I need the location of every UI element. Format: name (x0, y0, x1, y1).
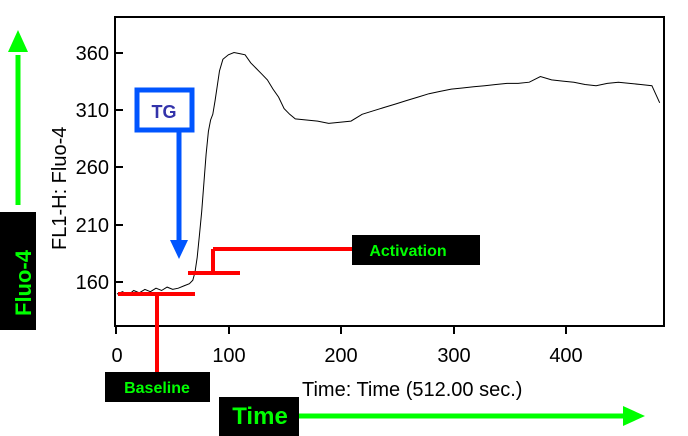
baseline-marker (118, 292, 195, 375)
y-tick-label: 310 (76, 100, 109, 122)
time-label: Time (232, 403, 288, 430)
activation-label: Activation (369, 243, 446, 260)
series-layer (116, 51, 661, 296)
x-tick-label: 300 (437, 345, 470, 367)
fluo4-label-box (0, 212, 36, 330)
activation-label-box (352, 235, 480, 265)
tg-arrow (170, 130, 188, 259)
fluo4-arrow (8, 30, 28, 205)
fluo4-arrow-head (8, 30, 28, 52)
fluo4-label: Fluo-4 (11, 249, 36, 316)
x-tick-label: 400 (549, 345, 582, 367)
x-tick-label: 200 (324, 345, 357, 367)
baseline-label-box (105, 372, 210, 402)
baseline-label: Baseline (124, 380, 190, 397)
series-line (116, 51, 661, 296)
y-tick-label: 360 (76, 43, 109, 65)
plot-frame (114, 16, 665, 327)
tg-box (134, 87, 195, 133)
activation-marker (188, 247, 355, 275)
y-axis-title: FL1-H: Fluo-4 (49, 127, 71, 250)
y-tick-label: 260 (76, 157, 109, 179)
tg-label: TG (152, 102, 177, 122)
x-axis: 0 100 200 300 400 (111, 326, 583, 367)
x-tick-label: 0 (111, 345, 122, 367)
x-tick-label: 100 (212, 345, 245, 367)
x-axis-title: Time: Time (512.00 sec.) (302, 379, 522, 401)
y-axis: 160 210 260 310 360 (76, 43, 123, 294)
time-arrow-head (623, 406, 645, 426)
tg-arrow-head (170, 240, 188, 259)
y-tick-label: 210 (76, 215, 109, 237)
time-arrow (299, 406, 645, 426)
y-tick-label: 160 (76, 272, 109, 294)
time-label-box (219, 397, 299, 436)
